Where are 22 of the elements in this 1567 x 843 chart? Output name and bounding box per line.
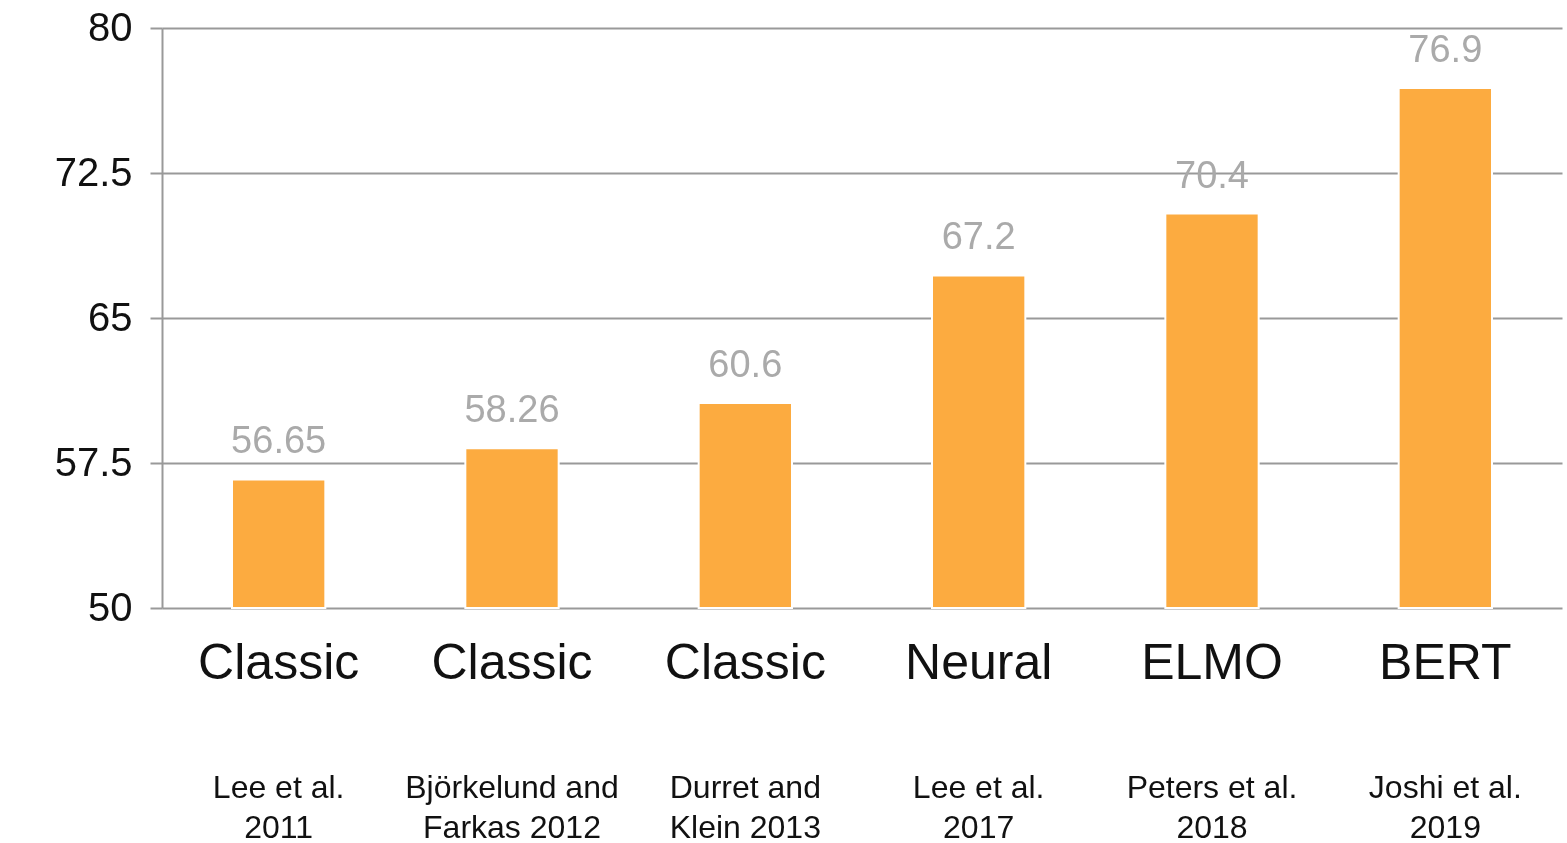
text: Lee et al. 2011 xyxy=(212,769,345,843)
x-tick-label: ELMO xyxy=(1141,633,1283,690)
data-label: 67.2 xyxy=(941,215,1016,258)
y-tick-label: 50 xyxy=(88,584,133,629)
data-label: 58.26 xyxy=(464,388,560,431)
text: Björkelund and Farkas 2012 xyxy=(405,769,619,843)
text: Lee et al. 2017 xyxy=(912,769,1045,843)
y-tick-label: 57.5 xyxy=(54,439,133,484)
y-tick-label: 80 xyxy=(88,4,133,49)
data-label: 56.65 xyxy=(231,419,327,462)
x-tick-label: Neural xyxy=(905,633,1053,690)
text: Durret and Klein 2013 xyxy=(669,769,821,843)
data-label: 60.6 xyxy=(708,343,783,386)
x-tick-label: Classic xyxy=(664,633,826,690)
data-label: 76.9 xyxy=(1408,27,1483,70)
y-tick-label: 72.5 xyxy=(54,149,133,194)
text: Peters et al. 2018 xyxy=(1126,769,1298,843)
x-tick-label: BERT xyxy=(1379,633,1512,690)
y-tick-label: 65 xyxy=(88,294,133,339)
text: Joshi et al. 2019 xyxy=(1368,769,1522,843)
x-tick-label: Classic xyxy=(431,633,593,690)
x-tick-label: Classic xyxy=(198,633,360,690)
